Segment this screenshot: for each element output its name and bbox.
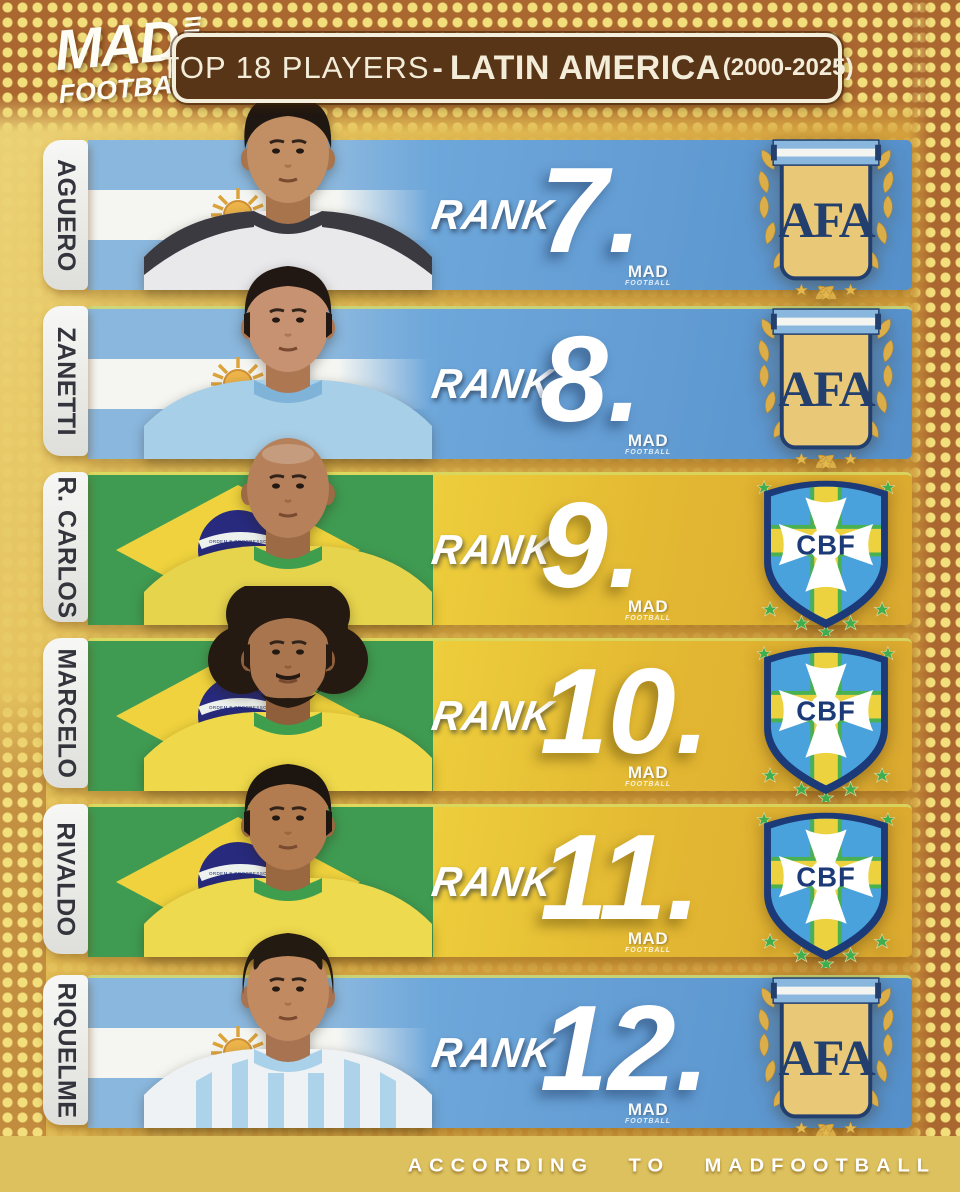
halftone-band-right (908, 0, 960, 1192)
rank-number: 10. (540, 643, 710, 779)
player-name: R. CARLOS (52, 476, 80, 618)
footer-band (0, 1136, 960, 1192)
player-name-tab: RIQUELME (43, 975, 88, 1125)
watermark-line1: MAD (627, 1100, 669, 1119)
watermark-line1: MAD (627, 597, 669, 616)
cbf-badge (742, 630, 910, 802)
footer-credit: ACCORDING TO MADFOOTBALL (407, 1155, 936, 1177)
watermark-line1: MAD (627, 929, 669, 948)
mad-football-watermark: MAD FOOTBALL (583, 764, 713, 788)
rank-number: 11. (540, 809, 701, 945)
player-row-zanetti: RANK 8. MAD FOOTBALL ZANETTI (43, 306, 912, 456)
row-panel: RANK 12. MAD FOOTBALL (88, 975, 912, 1128)
player-row-aguero: RANK 7. MAD FOOTBALL AGUERO (43, 140, 912, 290)
rank-label: RANK (428, 191, 557, 238)
rank-label: RANK (428, 360, 557, 407)
rank-number: 9. (540, 477, 642, 613)
cbf-badge (742, 464, 910, 636)
player-name-tab: ZANETTI (43, 306, 88, 456)
player-name-tab: R. CARLOS (43, 472, 88, 622)
rank-label: RANK (428, 526, 557, 573)
mad-football-watermark: MAD FOOTBALL (583, 598, 713, 622)
player-name-tab: AGUERO (43, 140, 88, 290)
title-part2: LATIN AMERICA (449, 48, 721, 87)
mad-football-watermark: MAD FOOTBALL (583, 263, 713, 287)
watermark-line1: MAD (627, 763, 669, 782)
title-dash: - (432, 50, 443, 85)
rank-label: RANK (428, 1029, 557, 1076)
player-row-marcelo: RANK 10. MAD FOOTBALL MARCELO (43, 638, 912, 788)
player-name: AGUERO (52, 158, 81, 272)
rank-label: RANK (428, 858, 557, 905)
rank-number: 7. (540, 142, 642, 278)
player-name: RIQUELME (52, 982, 81, 1118)
afa-badge (742, 129, 910, 301)
mad-football-watermark: MAD FOOTBALL (583, 1101, 713, 1125)
row-panel: RANK 8. MAD FOOTBALL (88, 306, 912, 459)
player-name: MARCELO (52, 648, 81, 778)
halftone-band-left (0, 690, 46, 1192)
rank-number: 12. (540, 980, 710, 1116)
row-panel: RANK 11. MAD FOOTBALL (88, 804, 912, 957)
watermark-line2: FOOTBALL (624, 615, 672, 622)
player-name-tab: RIVALDO (43, 804, 88, 954)
watermark-line1: MAD (627, 262, 669, 281)
player-name: RIVALDO (52, 821, 80, 937)
row-panel: RANK 9. MAD FOOTBALL (88, 472, 912, 625)
cbf-badge (742, 796, 910, 968)
player-row-rcarlos: RANK 9. MAD FOOTBALL R. CARLOS (43, 472, 912, 622)
watermark-line2: FOOTBALL (624, 1118, 672, 1125)
watermark-line2: FOOTBALL (624, 280, 672, 287)
player-name: ZANETTI (52, 326, 81, 436)
player-photo (138, 923, 438, 1128)
rank-number: 8. (540, 311, 642, 447)
title-part3: (2000-2025) (722, 54, 854, 81)
watermark-line1: MAD (627, 431, 669, 450)
afa-badge (742, 967, 910, 1139)
watermark-line2: FOOTBALL (624, 947, 672, 954)
mad-football-watermark: MAD FOOTBALL (583, 930, 713, 954)
row-panel: RANK 10. MAD FOOTBALL (88, 638, 912, 791)
player-row-rivaldo: RANK 11. MAD FOOTBALL RIVALDO (43, 804, 912, 954)
player-name-tab: MARCELO (43, 638, 88, 788)
mad-football-watermark: MAD FOOTBALL (583, 432, 713, 456)
watermark-line2: FOOTBALL (624, 449, 672, 456)
title-part1: TOP 18 PLAYERS (160, 50, 430, 85)
afa-badge (742, 298, 910, 470)
rank-label: RANK (428, 692, 557, 739)
watermark-line2: FOOTBALL (624, 781, 672, 788)
title-banner: TOP 18 PLAYERS - LATIN AMERICA (2000-202… (160, 33, 854, 103)
player-row-riquelme: RANK 12. MAD FOOTBALL RIQUELME (43, 975, 912, 1125)
row-panel: RANK 7. MAD FOOTBALL (88, 140, 912, 290)
